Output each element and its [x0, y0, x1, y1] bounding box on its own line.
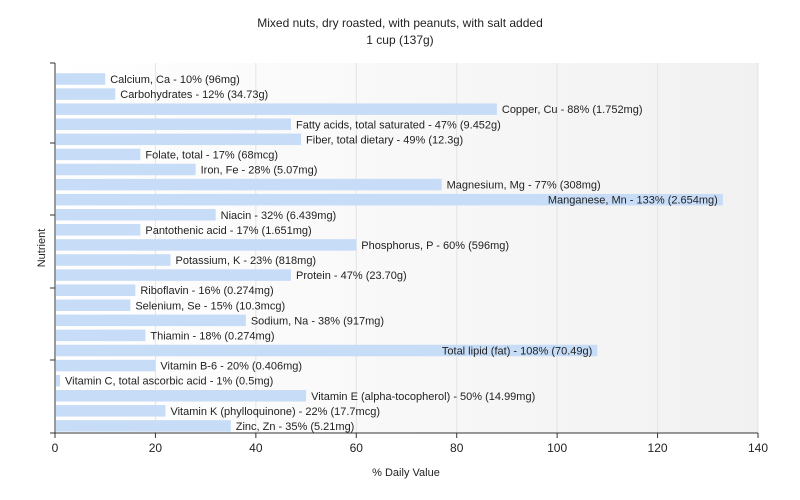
bar	[56, 88, 116, 100]
x-tick-label: 140	[748, 441, 768, 455]
bar-label: Phosphorus, P - 60% (596mg)	[361, 240, 509, 252]
bar-label: Manganese, Mn - 133% (2.654mg)	[548, 195, 718, 207]
bar-label: Pantothenic acid - 17% (1.651mg)	[145, 225, 311, 237]
x-tick-label: 80	[450, 441, 464, 455]
bar	[56, 420, 231, 432]
bar	[56, 269, 292, 281]
bar	[56, 359, 156, 372]
bar	[56, 284, 136, 296]
bar	[56, 209, 216, 221]
bar	[56, 239, 357, 251]
axes: 0 20 40 60 80 100 120 140	[50, 62, 768, 455]
bar	[56, 314, 246, 327]
bar-label: Niacin - 32% (6.439mg)	[221, 210, 337, 222]
bar	[56, 374, 61, 387]
bar	[56, 224, 141, 236]
bar-label: Vitamin B-6 - 20% (0.406mg)	[160, 361, 302, 373]
bar	[56, 148, 141, 161]
bar	[56, 390, 307, 402]
x-tick-label: 120	[648, 441, 668, 455]
bar	[56, 178, 442, 191]
bar-label: Riboflavin - 16% (0.274mg)	[140, 285, 273, 297]
x-tick-label: 100	[547, 441, 567, 455]
bar-label: Vitamin E (alpha-tocopherol) - 50% (14.9…	[311, 391, 535, 403]
x-tick-label: 40	[249, 441, 263, 455]
bar	[56, 163, 196, 176]
bar	[56, 299, 131, 311]
bar	[56, 344, 598, 357]
bar-label: Potassium, K - 23% (818mg)	[175, 255, 316, 267]
bar	[56, 405, 166, 417]
bar-label: Copper, Cu - 88% (1.752mg)	[502, 104, 643, 116]
bar-label: Calcium, Ca - 10% (96mg)	[110, 74, 240, 86]
chart-title: Mixed nuts, dry roasted, with peanuts, w…	[257, 16, 543, 30]
bar	[56, 118, 292, 130]
bar-label: Total lipid (fat) - 108% (70.49g)	[442, 346, 592, 358]
bar-label: Fiber, total dietary - 49% (12.3g)	[306, 134, 463, 146]
bar-label: Carbohydrates - 12% (34.73g)	[120, 89, 268, 101]
chart-subtitle: 1 cup (137g)	[366, 33, 433, 47]
bar-label: Thiamin - 18% (0.274mg)	[150, 330, 274, 342]
bar	[56, 254, 171, 266]
bar-label: Vitamin K (phylloquinone) - 22% (17.7mcg…	[170, 406, 380, 418]
bars: Calcium, Ca - 10% (96mg) Carbohydrates - …	[56, 73, 723, 433]
bar-label: Selenium, Se - 15% (10.3mcg)	[135, 300, 285, 312]
bar	[56, 193, 723, 206]
bar	[56, 73, 106, 85]
x-tick-label: 60	[350, 441, 364, 455]
y-axis-label: Nutrient	[36, 229, 48, 268]
bar	[56, 329, 146, 342]
bar-label: Iron, Fe - 28% (5.07mg)	[201, 165, 318, 177]
x-axis-label: % Daily Value	[372, 467, 440, 479]
bar-label: Vitamin C, total ascorbic acid - 1% (0.5…	[65, 376, 273, 388]
bar-label: Zinc, Zn - 35% (5.21mg)	[236, 421, 355, 433]
bar-label: Fatty acids, total saturated - 47% (9.45…	[296, 119, 501, 131]
x-tick-label: 20	[149, 441, 163, 455]
bar	[56, 133, 302, 146]
bar-label: Sodium, Na - 38% (917mg)	[251, 315, 384, 327]
x-tick-label: 0	[52, 441, 59, 455]
bar-label: Folate, total - 17% (68mcg)	[145, 149, 278, 161]
bar-label: Protein - 47% (23.70g)	[296, 270, 407, 282]
bar	[56, 103, 497, 115]
bar-label: Magnesium, Mg - 77% (308mg)	[447, 180, 601, 192]
